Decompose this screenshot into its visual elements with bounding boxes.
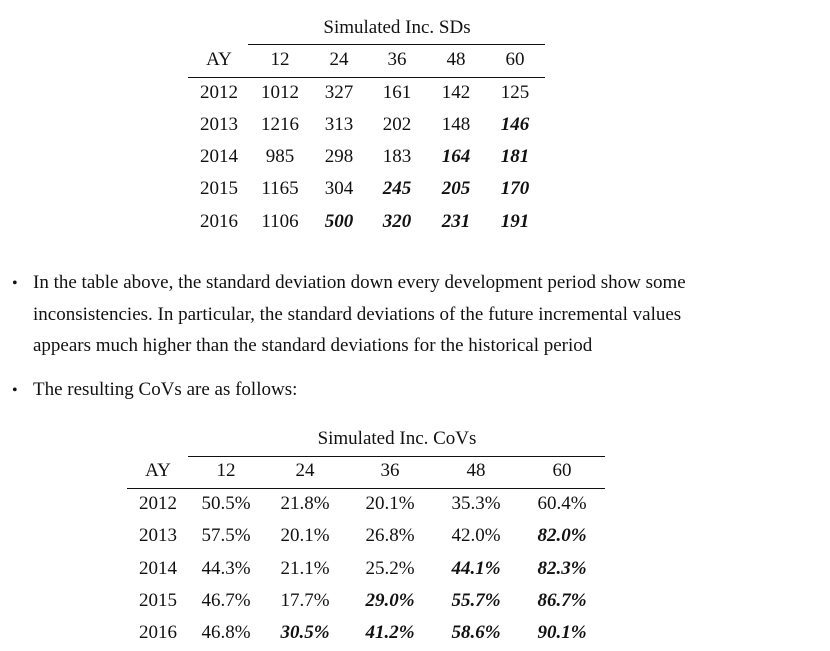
column-header: 60 [552, 460, 572, 481]
table-cell: 298 [324, 146, 354, 167]
row-header-ay: 2015 [200, 178, 238, 199]
table-cell: 20.1% [280, 525, 330, 546]
table-cell: 35.3% [451, 493, 501, 514]
table-cell-projected: 58.6% [451, 622, 501, 643]
column-header: 36 [387, 49, 407, 70]
bullet-item-cov-intro: • The resulting CoVs are as follows: [12, 374, 818, 406]
row-header-ay: 2013 [139, 525, 177, 546]
table-cell: 202 [382, 114, 412, 135]
column-header: 24 [329, 49, 349, 70]
table-title: Simulated Inc. CoVs [317, 428, 477, 449]
table-cell-projected: 30.5% [280, 622, 330, 643]
bullet-dot-icon: • [12, 275, 18, 292]
table-cell-projected: 191 [500, 211, 530, 232]
table-cell: 142 [441, 82, 471, 103]
table-cell-projected: 245 [382, 178, 412, 199]
bullet-text: In the table above, the standard deviati… [33, 267, 818, 362]
row-header-ay: 2012 [200, 82, 238, 103]
table-cell: 985 [265, 146, 295, 167]
table-cell: 161 [382, 82, 412, 103]
table-cell: 1012 [261, 82, 299, 103]
bullet-line: inconsistencies. In particular, the stan… [33, 303, 682, 325]
bullet-dot-icon: • [12, 382, 18, 399]
column-header: 36 [380, 460, 400, 481]
table-cell: 57.5% [201, 525, 251, 546]
table-cell: 25.2% [365, 558, 415, 579]
row-header-ay: 2014 [139, 558, 177, 579]
column-header: 12 [216, 460, 236, 481]
title-rule [248, 44, 545, 45]
table-cell: 1106 [261, 211, 299, 232]
column-header: 24 [295, 460, 315, 481]
table-cell: 21.8% [280, 493, 330, 514]
table-cell: 50.5% [201, 493, 251, 514]
title-rule [188, 456, 605, 457]
table-cell-projected: 55.7% [451, 590, 501, 611]
table-cell: 20.1% [365, 493, 415, 514]
table-cell-projected: 41.2% [365, 622, 415, 643]
table-cell: 304 [324, 178, 354, 199]
table-cell-projected: 146 [500, 114, 530, 135]
table-cell: 60.4% [537, 493, 587, 514]
bullet-line: In the table above, the standard deviati… [33, 272, 686, 293]
row-header-ay: 2012 [139, 493, 177, 514]
table-cell-projected: 82.3% [537, 558, 587, 579]
bullet-line: appears much higher than the standard de… [33, 335, 593, 356]
table-cell-projected: 29.0% [365, 590, 415, 611]
bullet-line: The resulting CoVs are as follows: [33, 379, 298, 400]
table-cell: 1216 [261, 114, 299, 135]
bullet-item-sd-observation: • In the table above, the standard devia… [12, 267, 818, 363]
table-cell: 44.3% [201, 558, 251, 579]
table-cell-projected: 164 [441, 146, 471, 167]
row-header-ay: 2016 [200, 211, 238, 232]
bullet-text: The resulting CoVs are as follows: [33, 374, 818, 406]
header-rule [127, 488, 605, 489]
table-cell: 313 [324, 114, 354, 135]
column-header-ay: AY [206, 49, 232, 70]
table-cell: 148 [441, 114, 471, 135]
column-header: 12 [270, 49, 290, 70]
table-cell-projected: 500 [324, 211, 354, 232]
table-title: Simulated Inc. SDs [323, 17, 471, 38]
row-header-ay: 2013 [200, 114, 238, 135]
table-cell: 183 [382, 146, 412, 167]
table-cell: 17.7% [280, 590, 330, 611]
table-cell: 1165 [261, 178, 299, 199]
table-cell: 327 [324, 82, 354, 103]
header-rule [188, 77, 545, 78]
table-cell-projected: 181 [500, 146, 530, 167]
table-cell-projected: 320 [382, 211, 412, 232]
table-cell: 26.8% [365, 525, 415, 546]
table-cell: 42.0% [451, 525, 501, 546]
row-header-ay: 2015 [139, 590, 177, 611]
table-cell-projected: 82.0% [537, 525, 587, 546]
column-header-ay: AY [145, 460, 171, 481]
table-cell: 46.8% [201, 622, 251, 643]
column-header: 48 [446, 49, 466, 70]
table-cell-projected: 205 [441, 178, 471, 199]
table-cell: 21.1% [280, 558, 330, 579]
table-cell-projected: 44.1% [451, 558, 501, 579]
column-header: 48 [466, 460, 486, 481]
table-cell: 125 [500, 82, 530, 103]
table-cell: 46.7% [201, 590, 251, 611]
row-header-ay: 2014 [200, 146, 238, 167]
column-header: 60 [505, 49, 525, 70]
table-cell-projected: 90.1% [537, 622, 587, 643]
table-cell-projected: 170 [500, 178, 530, 199]
table-cell-projected: 231 [441, 211, 471, 232]
table-cell-projected: 86.7% [537, 590, 587, 611]
row-header-ay: 2016 [139, 622, 177, 643]
